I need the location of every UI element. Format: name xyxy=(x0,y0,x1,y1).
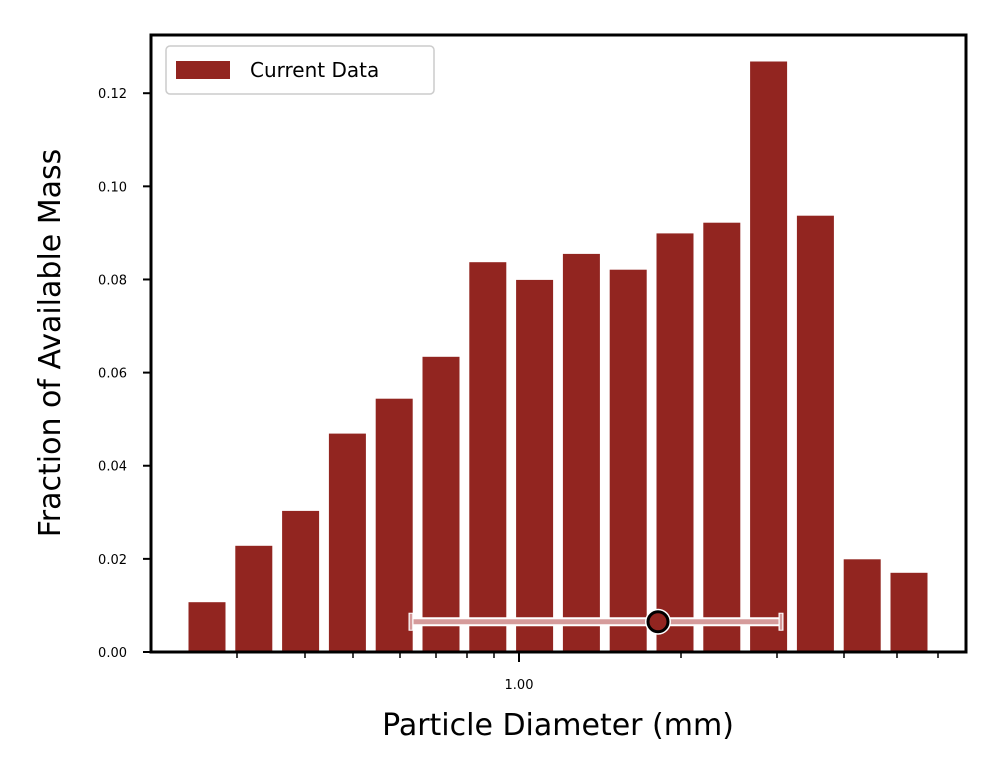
y-tick-label: 0.08 xyxy=(98,273,127,288)
legend-label: Current Data xyxy=(250,58,379,82)
bar xyxy=(422,356,460,652)
y-tick-label: 0.12 xyxy=(98,87,127,102)
bar xyxy=(609,269,647,652)
x-axis-label: Particle Diameter (mm) xyxy=(382,708,734,743)
legend: Current Data xyxy=(165,45,435,95)
bar xyxy=(703,222,741,652)
legend-box xyxy=(165,45,435,95)
bar xyxy=(843,559,881,652)
legend-swatch xyxy=(176,61,230,79)
y-tick-label: 0.04 xyxy=(98,460,127,475)
bar xyxy=(656,233,694,652)
bar xyxy=(328,433,366,652)
bar xyxy=(469,262,507,652)
y-tick-label: 0.02 xyxy=(98,553,127,568)
y-tick-label: 0.10 xyxy=(98,180,127,195)
y-axis-label: Fraction of Available Mass xyxy=(33,149,68,538)
y-tick-label: 0.00 xyxy=(98,646,127,661)
bar xyxy=(516,279,554,652)
errorbar-marker xyxy=(646,610,670,634)
y-axis-ticks: 0.00 0.02 0.04 0.06 0.08 0.10 0.12 xyxy=(98,87,151,661)
plot-frame xyxy=(149,33,968,654)
bar xyxy=(282,510,320,652)
bar xyxy=(562,253,600,652)
bar xyxy=(235,545,273,652)
errorbar xyxy=(408,608,784,635)
y-tick-label: 0.06 xyxy=(98,367,127,382)
bar xyxy=(796,215,834,652)
bar xyxy=(890,572,928,652)
bar xyxy=(188,602,226,652)
bar-group xyxy=(188,61,928,652)
x-tick-label: 1.00 xyxy=(505,678,534,693)
bar xyxy=(375,398,413,652)
bar xyxy=(750,61,788,652)
